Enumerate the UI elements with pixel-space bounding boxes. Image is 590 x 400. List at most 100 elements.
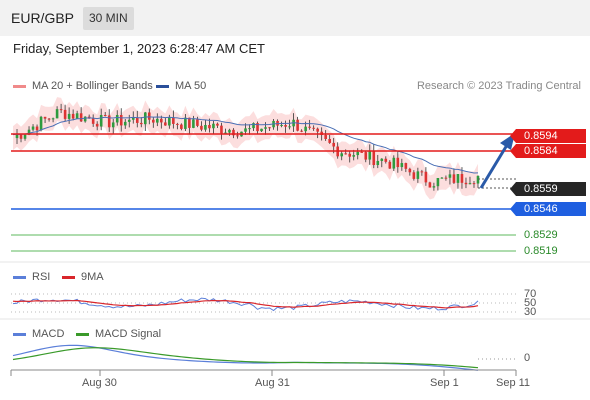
candle-body [236,135,239,137]
candle-body [372,150,376,166]
candle-body [220,125,223,134]
candle-body [27,129,31,135]
candle-body [131,117,135,120]
candle-body [344,153,348,155]
candle-body [139,122,143,125]
legend-ma50: MA 50 [156,80,206,92]
x-label-sep1: Sep 1 [430,377,459,389]
candle-body [19,134,23,139]
forecast-arrow [479,144,509,189]
macd-label: MACD [32,328,65,340]
candle-body [476,175,480,184]
candle-body [268,127,271,129]
candle-body [368,150,372,160]
ma50-label: MA 50 [175,80,207,92]
candle-body [300,130,303,132]
rsi-level-30-label: 30 [524,306,537,318]
candle-body [420,171,424,173]
candle-body [456,174,460,183]
credit-text: Research © 2023 Trading Central [416,80,581,92]
resistance-label-1: 0.8594 [510,129,586,143]
candle-body [143,112,147,125]
candle-body [332,142,335,147]
rsi-ma-line [12,299,479,309]
legend-macd: MACD [13,328,64,340]
candle-body [404,163,408,169]
macd-swatch [13,332,26,336]
candle-body [188,117,191,128]
candle-body [392,157,396,169]
candle-body [119,114,123,126]
candle-body [71,113,75,119]
last-price-label: 0.8559 [510,182,586,196]
ma50-swatch [156,84,169,88]
timeframe-badge[interactable]: 30 MIN [83,7,134,30]
candle-body [47,118,51,120]
candle-body [212,123,215,129]
candle-body [384,158,388,162]
candle-body [416,171,420,179]
x-label-sep11: Sep 11 [496,377,531,389]
bollinger-band [13,97,478,200]
legend-ma20: MA 20 + Bollinger Bands [13,80,153,92]
instrument-title: EUR/GBP [11,10,75,26]
candle-body [35,126,39,131]
candle-body [424,171,428,183]
candle-body [436,178,440,187]
candle-body [468,183,472,185]
candle-body [252,123,255,129]
candle-body [288,126,291,128]
candle-body [348,153,352,157]
rsi-label: RSI [32,271,51,283]
candle-body [352,155,356,157]
candle-body [328,138,331,143]
candle-body [400,163,404,168]
rsi-swatch [13,275,26,279]
candle-body [15,134,19,139]
candle-body [39,116,43,131]
chart-datetime: Friday, September 1, 2023 6:28:47 AM CET [13,41,265,56]
target-label-2: 0.8519 [524,245,558,257]
candle-body [364,152,368,160]
macd-signal-label: MACD Signal [95,328,162,340]
ma20-swatch [13,84,26,88]
candle-body [23,134,27,139]
candle-body [412,172,416,179]
candle-body [308,126,311,128]
candle-body [156,118,159,123]
candle-body [356,151,360,156]
rsi-ma-swatch [62,275,75,279]
candle-body [232,129,235,136]
candle-body [316,128,319,132]
candle-body [43,116,47,119]
target-label-1: 0.8529 [524,229,558,241]
candle-body [256,123,259,132]
header-bar: EUR/GBP 30 MIN [0,0,590,36]
candle-body [472,183,476,185]
candle-body [168,117,171,126]
candle-body [284,125,287,127]
candle-body [216,123,219,126]
candle-body [228,129,231,133]
candle-body [408,168,412,173]
candle-body [111,122,115,128]
candle-body [304,126,307,132]
candle-body [296,119,299,131]
candle-body [107,115,111,128]
candle-body [264,127,267,129]
candle-body [324,135,327,139]
candle-body [340,153,344,157]
candle-body [152,119,155,123]
candle-body [452,174,456,183]
candle-body [59,109,63,111]
x-label-aug31: Aug 31 [255,377,290,389]
candle-body [79,113,83,122]
candle-body [360,151,364,153]
support-label: 0.8546 [510,202,586,216]
candle-body [448,174,452,178]
candle-body [208,124,211,129]
macd-line [12,344,479,371]
rsi-ma-label: 9MA [81,271,104,283]
candle-body [184,117,187,129]
